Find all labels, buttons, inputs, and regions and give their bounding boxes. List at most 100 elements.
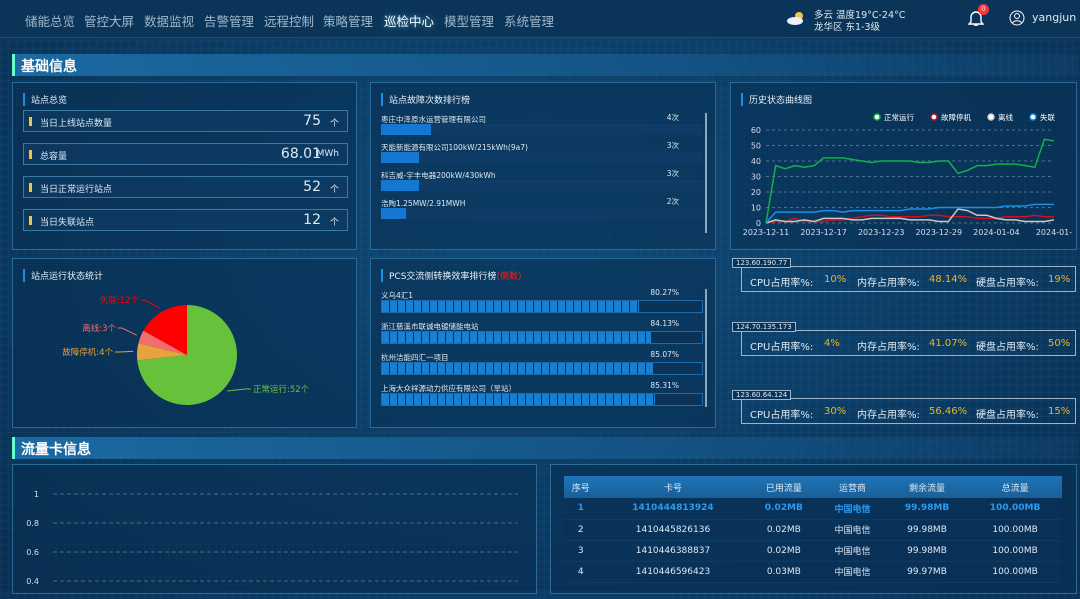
section-flow-card: 流量卡信息 [12,437,1078,459]
nav-item[interactable]: 管控大屏 [84,14,135,29]
stat-value: 52 [303,179,321,195]
legend-label[interactable]: 正常运行 [884,112,914,122]
server-cpu: 4% [824,338,840,349]
table-row[interactable]: 4 1410446596423 0.03MB 中国电信 99.97MB 100.00MB [564,561,1062,583]
server-disk: 19% [1048,274,1071,285]
flow-table: 序号 卡号 已用流量 运营商 剩余流量 总流量 1 1410444813924 0.02MB 中国… [564,476,1062,583]
table-cell: 1410446388837 [597,540,749,562]
top-nav: 储能总览 管控大屏 数据监视 告警管理 远程控制 策略管理 巡检中心 模型管理 系统管理 多云 … [0,0,1080,38]
legend-label[interactable]: 离线 [998,112,1013,122]
stat-value: 75 [303,113,321,129]
pie-leader-line [227,388,251,392]
pcs-rank-panel: PCS交流侧转换效率排行榜(倒数) 义乌4汇1 80.27% 浙江慈溪市联诚电镀储能… [370,258,716,428]
rank-name: 天能新能源有限公司100kW/215kWh(9a7) [381,143,528,152]
stat-label: 当日失联站点 [40,218,95,228]
y-tick-label: 50 [751,142,761,151]
series-line [765,208,1055,224]
y-tick-label: 1 [34,490,39,499]
pie-label: 正常运行:52个 [253,384,310,395]
server-disk-label: 硬盘占用率%: [976,278,1039,289]
stat-value: 68.01 [280,146,321,162]
pcs-name: 上海大众祥源动力供应有限公司（旱站） [381,384,516,393]
server-mem-label: 内存占用率%: [857,342,920,353]
table-cell: 99.98MB [885,498,969,520]
flow-line-chart: 1 0.8 0.6 0.4 [26,490,518,586]
rank-count: 3次 [666,141,679,150]
server-card: 123.60.190.77 CPU占用率%: 10% 内存占用率%: 48.14% 硬盘占… [732,258,1076,292]
bullet-icon [29,216,32,225]
server-cpu-label: CPU占用率%: [750,410,814,421]
pie-label: 失联:12个 [100,295,140,306]
column-header[interactable]: 总流量 [968,476,1062,498]
table-cell: 100.00MB [968,561,1062,583]
column-header[interactable]: 卡号 [597,476,749,498]
server-cpu-label: CPU占用率%: [750,342,814,353]
nav-item[interactable]: 远程控制 [264,14,315,29]
server-cpu: 30% [824,406,847,417]
table-cell: 0.02MB [748,519,820,541]
table-row[interactable]: 2 1410445826136 0.02MB 中国电信 99.98MB 100.00MB [564,519,1062,541]
stat-value: 12 [303,212,321,228]
y-tick-label: 10 [751,204,761,213]
y-tick-label: 0 [756,219,761,228]
nav-item[interactable]: 储能总览 [25,14,76,29]
x-tick-label: 2023-12-17 [800,228,847,237]
legend-marker [873,113,881,121]
pcs-bar-track [381,331,703,344]
table-cell: 中国电信 [819,561,886,583]
nav-item[interactable]: 模型管理 [444,14,495,29]
bullet-icon [29,150,32,159]
scrollbar[interactable] [705,113,707,233]
nav-item[interactable]: 告警管理 [204,14,255,29]
table-cell: 99.97MB [885,561,969,583]
history-line-chart: 0 10 20 30 40 50 60 2023-12-11 2023-12-17 2023-12… [743,112,1073,237]
table-cell: 1410445826136 [597,519,749,541]
pcs-name: 杭州洁能四汇一项目 [381,353,449,362]
column-header[interactable]: 剩余流量 [885,476,969,498]
server-card: 123.60.64.124 CPU占用率%: 30% 内存占用率%: 56.46% 硬盘占… [732,390,1076,424]
username[interactable]: yangjun [1032,11,1077,24]
nav-item[interactable]: 巡检中心 [384,14,435,29]
pie-label: 故障停机:4个 [62,347,113,358]
table-cell: 0.03MB [748,561,820,583]
y-tick-label: 60 [751,126,761,135]
x-tick-label: 2024-01- [1036,228,1072,237]
scrollbar[interactable] [705,289,707,407]
pcs-bar [382,394,655,405]
pie-slice[interactable] [137,342,187,361]
pcs-bar-track [381,300,703,313]
pie-slice[interactable] [143,305,187,355]
column-header[interactable]: 序号 [564,476,598,498]
legend-label[interactable]: 故障停机 [941,112,971,122]
nav-item[interactable]: 策略管理 [323,14,374,29]
rank-bar [381,124,432,135]
server-cpu-label: CPU占用率%: [750,278,814,289]
table-cell: 100.00MB [968,498,1062,520]
notification-button[interactable]: 0 [967,4,989,27]
fault-rank-panel: 站点故障次数排行榜 枣庄中泽原水运营管理有限公司 4次 天能新能源有限公司100kW… [370,82,716,250]
rank-count: 3次 [666,169,679,178]
table-row[interactable]: 1 1410444813924 0.02MB 中国电信 99.98MB 100.00MB [564,498,1062,520]
legend-label[interactable]: 失联 [1040,112,1056,122]
rank-count: 4次 [666,113,679,122]
x-tick-label: 2024-01-04 [973,228,1020,237]
table-cell: 99.98MB [885,519,969,541]
table-cell: 2 [564,519,598,541]
pie-label: 离线:3个 [82,323,116,334]
column-header[interactable]: 运营商 [819,476,886,498]
rank-name: 浩陶1.25MW/2.91MWH [381,199,466,208]
y-tick-label: 40 [751,157,761,166]
column-header[interactable]: 已用流量 [748,476,820,498]
table-row[interactable]: 3 1410446388837 0.02MB 中国电信 99.98MB 100.00MB [564,540,1062,562]
pcs-title-suffix: (倒数) [496,272,522,282]
user-icon[interactable] [1009,10,1025,26]
pie-slice[interactable] [138,330,187,355]
table-cell: 100.00MB [968,540,1062,562]
stat-unit: MWh [316,149,339,159]
pie-slice[interactable] [137,305,238,405]
nav-item[interactable]: 系统管理 [504,14,555,29]
server-disk-label: 硬盘占用率%: [976,410,1039,421]
overview-panel: 站点总览 当日上线站点数量 75 个总容量 68.01 MWh 当日正常运行站点 52 个当日… [12,82,357,250]
server-disk: 15% [1048,406,1071,417]
nav-item[interactable]: 数据监视 [144,14,195,29]
